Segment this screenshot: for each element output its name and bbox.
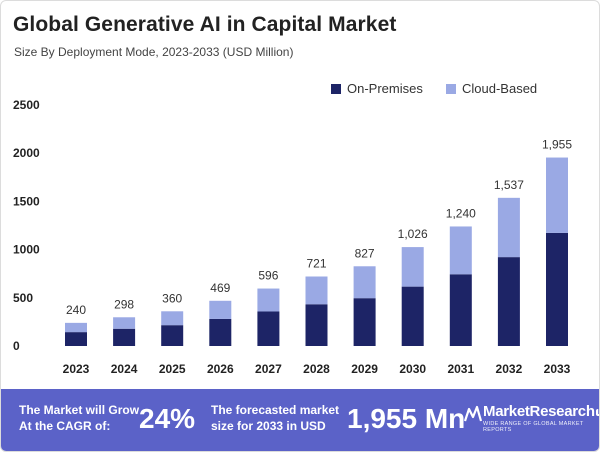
bar-segment-cloud-based xyxy=(497,197,520,258)
bar-segment-on-premises xyxy=(449,274,472,346)
y-tick-label: 500 xyxy=(13,291,33,305)
bar-total-label: 240 xyxy=(66,303,86,317)
x-tick-label: 2031 xyxy=(447,362,474,376)
legend-cloud-based: Cloud-Based xyxy=(446,81,537,96)
bar-segment-on-premises xyxy=(209,318,232,346)
bar-segment-cloud-based xyxy=(401,247,424,287)
bar-total-label: 721 xyxy=(306,256,326,270)
bar-segment-cloud-based xyxy=(161,311,184,326)
cagr-caption-line1: The Market will Grow xyxy=(19,403,140,417)
bar-segment-cloud-based xyxy=(546,157,568,233)
y-tick-label: 2000 xyxy=(13,146,40,160)
bar-segment-cloud-based xyxy=(209,300,232,319)
bar-segment-cloud-based xyxy=(65,322,87,333)
legend-swatch-cloud-based xyxy=(446,83,456,94)
forecast-value: 1,955 Mn xyxy=(347,403,466,434)
bar-segment-cloud-based xyxy=(353,266,376,299)
chart-title: Global Generative AI in Capital Market xyxy=(13,13,397,36)
bar-total-label: 827 xyxy=(355,246,375,260)
bar-segment-cloud-based xyxy=(305,276,328,305)
cagr-value: 24% xyxy=(139,403,196,434)
chart-subtitle: Size By Deployment Mode, 2023-2033 (USD … xyxy=(14,45,294,59)
x-tick-label: 2026 xyxy=(207,362,234,376)
brand-logo: MarketResearchbiz WIDE RANGE OF GLOBAL M… xyxy=(483,403,599,433)
bar-segment-cloud-based xyxy=(449,226,472,275)
bar-total-label: 1,537 xyxy=(494,178,524,192)
bar-segment-on-premises xyxy=(353,298,376,346)
bar-segment-cloud-based xyxy=(257,288,280,312)
x-tick-label: 2032 xyxy=(496,362,523,376)
x-tick-label: 2033 xyxy=(544,362,571,376)
bar-total-label: 360 xyxy=(162,291,182,305)
bar-total-label: 469 xyxy=(210,281,230,295)
y-tick-label: 1500 xyxy=(13,194,40,208)
bar-total-label: 1,240 xyxy=(446,206,476,220)
bar-total-label: 596 xyxy=(258,269,278,283)
brand-name: MarketResearch xyxy=(483,403,595,420)
legend-label-cloud-based: Cloud-Based xyxy=(462,81,538,96)
bar-total-label: 298 xyxy=(114,297,134,311)
cagr-caption-line2: At the CAGR of: xyxy=(19,419,111,433)
x-tick-label: 2028 xyxy=(303,362,330,376)
bar-segment-on-premises xyxy=(65,332,87,346)
legend-label-on-premises: On-Premises xyxy=(347,81,423,96)
bar-segment-on-premises xyxy=(161,325,184,346)
x-tick-label: 2024 xyxy=(111,362,138,376)
y-tick-label: 1000 xyxy=(13,243,40,257)
brand-badge: biz xyxy=(595,408,599,416)
bar-segment-on-premises xyxy=(113,328,136,346)
bar-segment-on-premises xyxy=(497,257,520,346)
bar-total-label: 1,026 xyxy=(398,227,428,241)
cagr-caption: The Market will Grow At the CAGR of: xyxy=(19,402,139,434)
bar-chart: 0 500 1000 1500 2000 2500 240 2023 298 2024 360 202… xyxy=(13,98,572,376)
bar-total-label: 1,955 xyxy=(542,138,572,152)
x-tick-label: 2029 xyxy=(351,362,378,376)
bar-segment-cloud-based xyxy=(113,317,136,329)
x-tick-label: 2027 xyxy=(255,362,282,376)
brand-tagline: WIDE RANGE OF GLOBAL MARKET REPORTS xyxy=(483,421,584,433)
x-tick-label: 2030 xyxy=(399,362,426,376)
y-tick-label: 2500 xyxy=(13,98,40,112)
legend-swatch-on-premises xyxy=(331,83,341,94)
bar-segment-on-premises xyxy=(401,286,424,346)
forecast-caption-line2: size for 2033 in USD xyxy=(211,419,326,433)
y-tick-label: 0 xyxy=(13,339,20,353)
x-tick-label: 2025 xyxy=(159,362,186,376)
x-tick-label: 2023 xyxy=(63,362,90,376)
summary-footer: The Market will Grow At the CAGR of: 24%… xyxy=(1,389,599,451)
brand-logo-icon xyxy=(463,405,483,422)
forecast-caption-line1: The forecasted market xyxy=(211,403,340,417)
legend-on-premises: On-Premises xyxy=(331,81,423,96)
bar-segment-on-premises xyxy=(305,304,328,346)
forecast-caption: The forecasted market size for 2033 in U… xyxy=(211,402,339,434)
bar-segment-on-premises xyxy=(546,232,568,346)
bar-segment-on-premises xyxy=(257,311,280,346)
